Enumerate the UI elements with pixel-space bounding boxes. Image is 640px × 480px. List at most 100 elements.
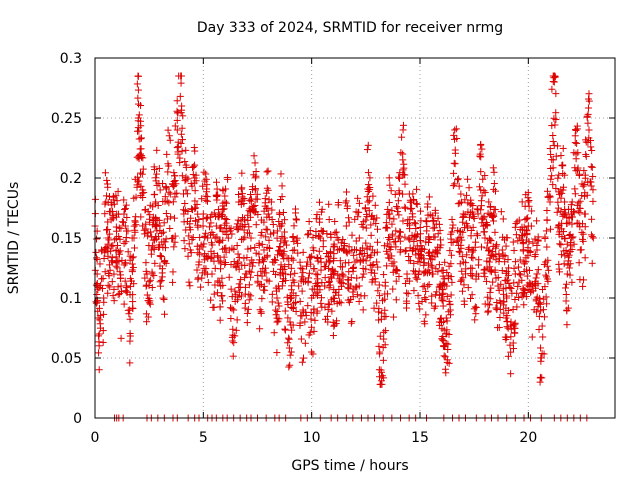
data-point bbox=[211, 264, 219, 272]
data-point bbox=[480, 187, 488, 195]
x-tick-label: 5 bbox=[199, 430, 208, 446]
data-point bbox=[101, 169, 109, 177]
data-point bbox=[441, 365, 449, 373]
data-point bbox=[185, 232, 193, 240]
data-point bbox=[316, 286, 324, 294]
y-axis-title: SRMTID / TECUs bbox=[6, 182, 22, 295]
data-point bbox=[441, 342, 449, 350]
data-point bbox=[328, 274, 336, 282]
data-point bbox=[214, 191, 222, 199]
data-point bbox=[457, 277, 465, 285]
data-point bbox=[409, 190, 417, 198]
data-point bbox=[159, 228, 167, 236]
data-point bbox=[421, 320, 429, 328]
data-point bbox=[334, 199, 342, 207]
data-point bbox=[498, 267, 506, 275]
data-point bbox=[298, 265, 306, 273]
data-point bbox=[375, 373, 383, 381]
data-point bbox=[286, 351, 294, 359]
data-point bbox=[304, 231, 312, 239]
data-point bbox=[375, 281, 383, 289]
data-point bbox=[390, 313, 398, 321]
data-point bbox=[456, 260, 464, 268]
data-point bbox=[243, 319, 251, 327]
data-point bbox=[254, 211, 262, 219]
data-point bbox=[95, 349, 103, 357]
data-point bbox=[288, 326, 296, 334]
data-point bbox=[484, 307, 492, 315]
data-point bbox=[93, 290, 101, 298]
data-point bbox=[433, 288, 441, 296]
data-point bbox=[254, 279, 262, 287]
data-point bbox=[416, 305, 424, 313]
data-point bbox=[298, 358, 306, 366]
data-point bbox=[178, 172, 186, 180]
data-point bbox=[180, 237, 188, 245]
data-point bbox=[485, 235, 493, 243]
data-point bbox=[233, 242, 241, 250]
data-point bbox=[337, 279, 345, 287]
data-point bbox=[518, 293, 526, 301]
data-point bbox=[137, 169, 145, 177]
data-point bbox=[278, 182, 286, 190]
data-point bbox=[177, 130, 185, 138]
data-point bbox=[414, 292, 422, 300]
data-point bbox=[463, 191, 471, 199]
data-point bbox=[178, 147, 186, 155]
data-point bbox=[401, 204, 409, 212]
data-point bbox=[150, 191, 158, 199]
data-point bbox=[430, 217, 438, 225]
data-point bbox=[104, 183, 112, 191]
data-point bbox=[248, 262, 256, 270]
data-point bbox=[116, 290, 124, 298]
data-point bbox=[159, 294, 167, 302]
data-point bbox=[96, 260, 104, 268]
data-point bbox=[432, 247, 440, 255]
data-point bbox=[470, 214, 478, 222]
data-point bbox=[355, 282, 363, 290]
data-point bbox=[310, 265, 318, 273]
data-point bbox=[451, 180, 459, 188]
data-point bbox=[161, 310, 169, 318]
data-point bbox=[299, 269, 307, 277]
data-point bbox=[103, 176, 111, 184]
data-point bbox=[166, 136, 174, 144]
data-point bbox=[555, 260, 563, 268]
data-point bbox=[281, 307, 289, 315]
data-point bbox=[292, 299, 300, 307]
data-point bbox=[287, 321, 295, 329]
data-point bbox=[543, 207, 551, 215]
data-point bbox=[114, 283, 122, 291]
data-point bbox=[364, 141, 372, 149]
data-point bbox=[315, 198, 323, 206]
data-point bbox=[401, 171, 409, 179]
data-point bbox=[436, 280, 444, 288]
data-point bbox=[493, 241, 501, 249]
data-point bbox=[257, 231, 265, 239]
data-point bbox=[443, 282, 451, 290]
y-tick-label: 0.2 bbox=[60, 171, 82, 187]
data-point bbox=[458, 267, 466, 275]
data-point bbox=[467, 295, 475, 303]
data-point bbox=[231, 287, 239, 295]
data-point bbox=[104, 252, 112, 260]
data-point bbox=[101, 268, 109, 276]
data-point bbox=[478, 145, 486, 153]
data-point bbox=[296, 258, 304, 266]
data-point bbox=[367, 231, 375, 239]
data-point bbox=[95, 304, 103, 312]
data-point bbox=[477, 141, 485, 149]
data-point bbox=[331, 229, 339, 237]
data-point bbox=[428, 292, 436, 300]
data-point bbox=[499, 215, 507, 223]
data-point bbox=[490, 180, 498, 188]
data-point bbox=[122, 287, 130, 295]
data-point bbox=[481, 189, 489, 197]
data-point bbox=[384, 205, 392, 213]
data-point bbox=[224, 234, 232, 242]
data-point bbox=[543, 243, 551, 251]
data-point bbox=[241, 304, 249, 312]
data-point bbox=[431, 302, 439, 310]
data-point bbox=[568, 278, 576, 286]
data-point bbox=[366, 261, 374, 269]
